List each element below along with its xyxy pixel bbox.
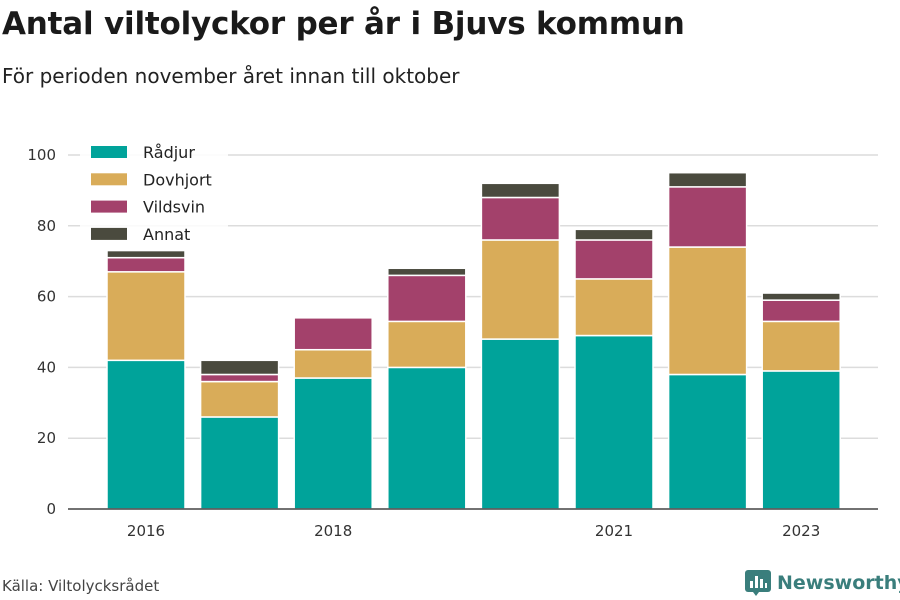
y-tick-label: 20 <box>37 429 56 447</box>
x-tick-label: 2021 <box>595 522 633 540</box>
bar-annat-2022 <box>667 171 748 188</box>
legend-label-dovhjort: Dovhjort <box>143 170 212 189</box>
x-tick-label: 2018 <box>314 522 352 540</box>
y-tick-label: 80 <box>37 217 56 235</box>
legend-swatch-annat <box>91 227 127 240</box>
bar-annat-2020 <box>480 182 561 199</box>
y-tick-label: 100 <box>27 146 56 164</box>
bar-rådjur-2019 <box>387 366 467 510</box>
legend-label-rådjur: Rådjur <box>143 143 195 162</box>
bar-rådjur-2021 <box>574 334 654 510</box>
y-tick-label: 40 <box>37 358 56 376</box>
legend-label-vildsvin: Vildsvin <box>143 198 205 217</box>
bar-chart-logo-icon <box>745 570 771 596</box>
brand-logo: Newsworthy <box>745 570 900 596</box>
bar-vildsvin-2019 <box>387 274 467 323</box>
x-tick-labels: 2016 2018 2021 2023 <box>127 522 820 540</box>
bar-vildsvin-2020 <box>480 196 561 241</box>
x-tick-label: 2016 <box>127 522 165 540</box>
bar-vildsvin-2016 <box>106 256 186 273</box>
legend-swatch-vildsvin <box>91 200 127 213</box>
bar-dovhjort-2019 <box>387 320 467 369</box>
bar-vildsvin-2017 <box>199 373 280 383</box>
bar-dovhjort-2020 <box>480 239 561 340</box>
x-tick-label: 2023 <box>782 522 820 540</box>
bar-dovhjort-2022 <box>667 246 748 376</box>
bar-rådjur-2020 <box>480 338 561 510</box>
bar-rådjur-2017 <box>199 416 280 510</box>
y-axis: 0 20 40 60 80 100 <box>27 146 56 518</box>
y-tick-label: 0 <box>46 500 56 518</box>
bar-annat-2023 <box>761 292 841 301</box>
legend-label-annat: Annat <box>143 225 190 244</box>
bar-dovhjort-2016 <box>106 271 186 362</box>
brand-name: Newsworthy <box>777 572 900 594</box>
bar-rådjur-2018 <box>293 377 373 510</box>
legend: Rådjur Dovhjort Vildsvin Annat <box>80 141 228 247</box>
bar-rådjur-2022 <box>667 373 748 510</box>
legend-swatch-dovhjort <box>91 173 127 186</box>
bar-vildsvin-2021 <box>574 239 654 280</box>
bar-dovhjort-2023 <box>761 320 841 372</box>
bar-annat-2021 <box>574 228 654 241</box>
bar-rådjur-2023 <box>761 370 841 510</box>
bar-vildsvin-2018 <box>293 317 373 351</box>
legend-swatch-rådjur <box>91 146 127 158</box>
bar-annat-2017 <box>199 359 280 376</box>
chart-subtitle: För perioden november året innan till ok… <box>2 64 460 88</box>
source-note: Källa: Viltolycksrådet <box>2 577 160 595</box>
bar-vildsvin-2023 <box>761 299 841 323</box>
bar-rådjur-2016 <box>106 359 186 510</box>
y-tick-label: 60 <box>37 288 56 306</box>
bar-vildsvin-2022 <box>667 186 748 248</box>
bar-dovhjort-2018 <box>293 348 373 379</box>
bars <box>106 171 841 510</box>
bar-dovhjort-2017 <box>199 380 280 418</box>
chart-title: Antal viltolyckor per år i Bjuvs kommun <box>2 6 685 42</box>
bar-annat-2016 <box>106 249 186 259</box>
bar-dovhjort-2021 <box>574 278 654 337</box>
bar-annat-2019 <box>387 267 467 277</box>
